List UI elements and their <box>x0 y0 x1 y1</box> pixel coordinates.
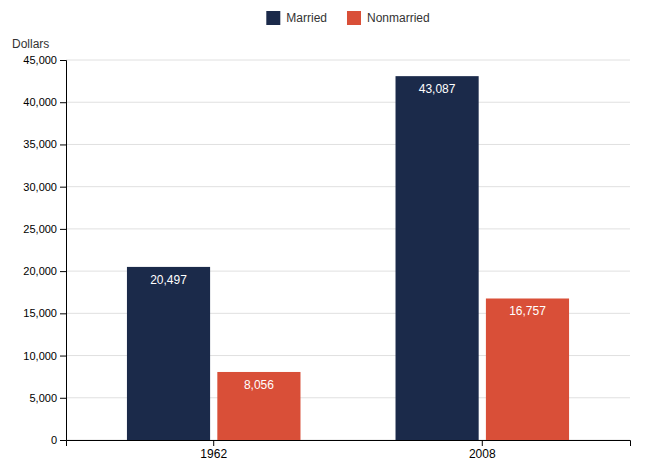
legend: Married Nonmarried <box>266 11 429 25</box>
tick: 10,000 <box>23 350 66 362</box>
legend-swatch <box>266 11 280 25</box>
legend-label: Nonmarried <box>367 11 430 25</box>
series <box>217 298 569 440</box>
tick-label: 2008 <box>469 447 496 461</box>
tick: 2008 <box>469 440 496 461</box>
tick: 25,000 <box>23 223 66 235</box>
tick-mark <box>60 271 66 272</box>
tick-mark <box>60 144 66 145</box>
tick-mark <box>60 313 66 314</box>
tick: 40,000 <box>23 96 66 108</box>
grid-line <box>66 144 630 145</box>
x-axis: 1962 2008 <box>67 440 631 461</box>
data-labels: 20,497 43,087 8,056 16,757 <box>150 82 546 392</box>
tick-mark <box>60 102 66 103</box>
tick-mark <box>213 440 214 446</box>
tick-label: 20,000 <box>23 265 57 277</box>
legend-item: Married <box>266 11 327 25</box>
tick-label: 30,000 <box>23 181 57 193</box>
bars <box>127 76 569 440</box>
bar <box>127 267 210 440</box>
tick-label: 40,000 <box>23 96 57 108</box>
grid-line <box>66 186 630 187</box>
tick: 20,000 <box>23 265 66 277</box>
tick-mark <box>60 60 66 61</box>
tick-label: 15,000 <box>23 307 57 319</box>
data-label: 43,087 <box>419 82 456 96</box>
legend-item: Nonmarried <box>347 11 430 25</box>
data-label: 8,056 <box>244 378 274 392</box>
tick: 1962 <box>200 440 227 461</box>
legend-label: Married <box>286 11 327 25</box>
tick-mark <box>482 440 483 446</box>
series <box>127 76 479 440</box>
plot: 0 5,000 10,000 15,000 20,000 25,000 30,000 35,0… <box>23 54 630 461</box>
tick-mark <box>60 440 66 441</box>
data-label: 20,497 <box>150 273 187 287</box>
axis-line <box>67 441 631 447</box>
tick-mark <box>60 398 66 399</box>
chart-container: 0 5,000 10,000 15,000 20,000 25,000 30,000 35,0… <box>0 0 650 476</box>
tick-mark <box>60 229 66 230</box>
axis-line <box>60 61 67 441</box>
grid-line <box>66 102 630 103</box>
tick-mark <box>60 356 66 357</box>
tick: 5,000 <box>29 392 66 404</box>
tick-label: 10,000 <box>23 350 57 362</box>
grid-line <box>66 228 630 229</box>
legend-swatch <box>347 11 361 25</box>
tick-mark <box>60 187 66 188</box>
tick: 30,000 <box>23 181 66 193</box>
tick-label: 25,000 <box>23 223 57 235</box>
tick-label: 5,000 <box>29 392 57 404</box>
grid-line <box>66 60 630 61</box>
bar <box>396 76 479 440</box>
tick-label: 35,000 <box>23 138 57 150</box>
tick: 0 <box>51 434 66 446</box>
axis-title: Dollars <box>12 37 49 51</box>
tick: 15,000 <box>23 307 66 319</box>
y-axis: 0 5,000 10,000 15,000 20,000 25,000 30,000 35,0… <box>23 54 66 446</box>
tick-label: 1962 <box>200 447 227 461</box>
tick: 35,000 <box>23 138 66 150</box>
grid <box>66 60 630 440</box>
chart: 0 5,000 10,000 15,000 20,000 25,000 30,000 35,0… <box>0 0 650 476</box>
data-label: 16,757 <box>509 304 546 318</box>
bar <box>217 372 300 440</box>
bar <box>486 298 569 440</box>
tick-label: 0 <box>51 434 57 446</box>
tick-label: 45,000 <box>23 54 57 66</box>
tick: 45,000 <box>23 54 66 66</box>
